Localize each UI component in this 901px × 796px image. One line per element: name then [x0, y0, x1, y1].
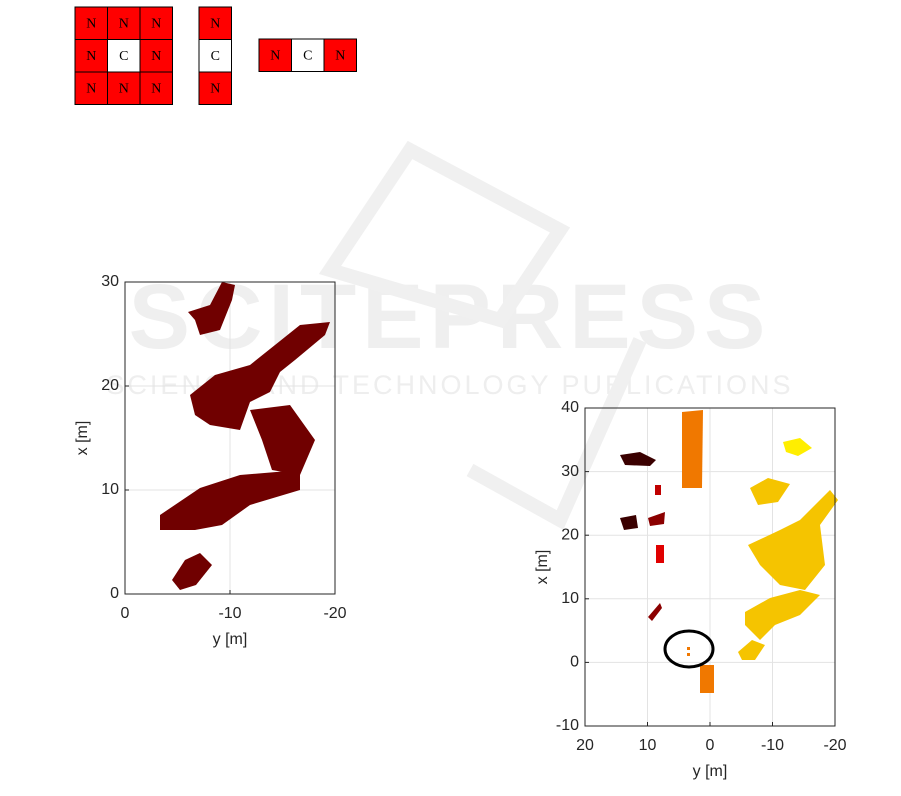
x-tick-label: 0 [706, 737, 715, 754]
cluster [250, 405, 315, 475]
x-tick-label: -20 [323, 605, 346, 622]
cell-label: N [210, 16, 220, 31]
y-tick-label: 20 [561, 526, 579, 543]
plot: 0 -10 -20 0 10 20 30 y [m] x [m] [74, 273, 346, 648]
cell-label: N [151, 81, 161, 96]
y-tick-label: 0 [110, 585, 119, 602]
cluster [745, 590, 820, 640]
grid-cell [198, 71, 232, 105]
cluster [738, 640, 765, 660]
x-tick-label: -10 [218, 605, 241, 622]
y-axis-label: x [m] [534, 550, 551, 585]
cell-label: N [86, 16, 96, 31]
cluster [655, 485, 661, 495]
y-tick-label: 30 [561, 463, 579, 480]
cluster [190, 322, 330, 430]
y-tick-label: 10 [561, 590, 579, 607]
cluster [783, 438, 812, 456]
y-tick-label: 0 [570, 654, 579, 671]
y-axis-label: x [m] [74, 421, 91, 456]
cluster [620, 515, 638, 530]
grid-cell [198, 6, 232, 40]
x-axis-label: y [m] [693, 763, 728, 780]
cluster [172, 553, 212, 590]
cluster [656, 545, 664, 563]
grid-cell [107, 71, 141, 105]
cell-label: N [335, 48, 345, 63]
cell-label: N [119, 16, 129, 31]
watermark-logo [318, 140, 647, 530]
watermark-title: SCITEPRESS [129, 266, 772, 368]
grid-cell [323, 38, 357, 72]
clusters [160, 282, 330, 590]
grid-cell [74, 6, 108, 40]
y-tick-label: -10 [556, 717, 579, 734]
y-tick-label: 40 [561, 399, 579, 416]
grid-cell [139, 71, 173, 105]
cell-label: N [86, 49, 96, 64]
y-tick-label: 30 [101, 273, 119, 290]
y-tick-label: 10 [101, 481, 119, 498]
x-tick-label: 0 [121, 605, 130, 622]
cell-label: N [151, 16, 161, 31]
grid-cell [74, 71, 108, 105]
grid-cell [198, 39, 232, 73]
grid-cell [139, 39, 173, 73]
cluster [750, 478, 790, 505]
cluster [700, 665, 714, 693]
axes-box [124, 281, 336, 595]
x-tick-label: 10 [639, 737, 657, 754]
cell-label: N [210, 81, 220, 96]
grid-cell [139, 6, 173, 40]
cell-label: C [119, 49, 128, 64]
cell-label: N [270, 48, 280, 63]
cell-label: C [303, 48, 312, 63]
cluster [682, 410, 703, 488]
cluster [648, 512, 665, 526]
cell-label: N [119, 81, 129, 96]
cluster [188, 282, 235, 335]
x-axis-label: y [m] [213, 631, 248, 648]
x-tick-label: -10 [761, 737, 784, 754]
clusters [620, 410, 838, 693]
cluster [748, 490, 838, 590]
cluster [160, 470, 300, 530]
cell-label: N [86, 81, 96, 96]
cluster [620, 452, 656, 466]
highlight-circle [663, 629, 715, 669]
cluster [687, 647, 690, 650]
grid-cell [258, 38, 292, 72]
x-tick-label: 20 [576, 737, 594, 754]
x-tick-label: -20 [823, 737, 846, 754]
axes-box [584, 407, 836, 727]
cell-label: N [151, 49, 161, 64]
y-tick-label: 20 [101, 377, 119, 394]
plot: 20 10 0 -10 -20 -10 0 10 20 30 40 y [m] x [m] [534, 399, 846, 780]
grid-cell [291, 38, 325, 72]
cluster [648, 603, 662, 621]
neighbourhood-grids: N N N N C N N N N N C N N C N [74, 6, 357, 105]
cell-label: C [211, 49, 220, 64]
cluster [687, 653, 690, 656]
